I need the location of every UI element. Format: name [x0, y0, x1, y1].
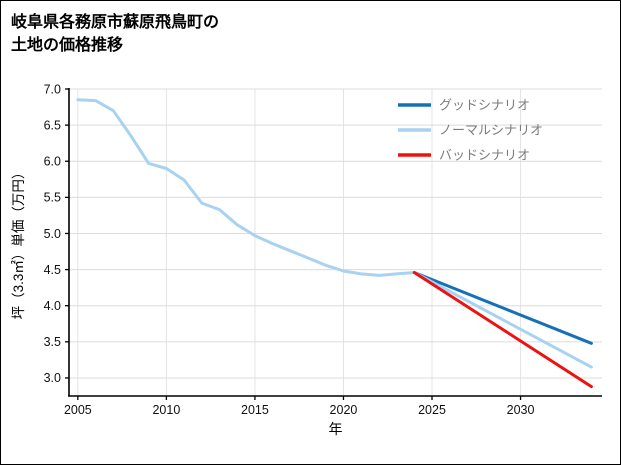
series-line-0 — [76, 98, 416, 277]
y-axis-label: 坪（3.3㎡）単価（万円） — [11, 166, 26, 320]
series-line-1 — [412, 271, 593, 345]
legend-label: グッドシナリオ — [439, 98, 530, 113]
chart-title-line2: 土地の価格推移 — [11, 37, 124, 55]
svg-text:5.0: 5.0 — [44, 227, 61, 241]
chart-title-line1: 岐阜県各務原市蘇原飛鳥町の — [11, 14, 220, 31]
svg-text:6.5: 6.5 — [44, 118, 61, 132]
legend-label: ノーマルシナリオ — [439, 123, 543, 138]
svg-text:2030: 2030 — [507, 403, 535, 417]
y-tick-labels: 3.0 3.5 4.0 4.5 5.0 5.5 6.0 6.5 7.0 — [44, 82, 69, 385]
svg-text:5.5: 5.5 — [44, 191, 61, 205]
svg-text:2025: 2025 — [418, 403, 446, 417]
chart-title: 岐阜県各務原市蘇原飛鳥町の 土地の価格推移 — [11, 11, 219, 57]
legend-item-2: バッドシナリオ — [398, 148, 530, 163]
gridlines — [69, 88, 602, 396]
legend-label: バッドシナリオ — [439, 148, 530, 163]
x-tick-labels: 2005 2010 2015 2020 2025 2030 — [64, 396, 535, 417]
svg-text:4.5: 4.5 — [44, 263, 61, 277]
x-axis-label: 年 — [329, 421, 343, 437]
svg-text:2015: 2015 — [241, 403, 269, 417]
series-line-2 — [412, 271, 593, 369]
svg-text:4.0: 4.0 — [44, 299, 61, 313]
svg-text:2010: 2010 — [152, 403, 180, 417]
svg-text:7.0: 7.0 — [44, 82, 61, 96]
series-line-3 — [412, 271, 593, 389]
legend-item-0: グッドシナリオ — [398, 98, 530, 113]
svg-text:2005: 2005 — [64, 403, 92, 417]
legend-item-1: ノーマルシナリオ — [398, 123, 543, 138]
svg-text:3.5: 3.5 — [44, 335, 61, 349]
svg-text:3.0: 3.0 — [44, 371, 61, 385]
svg-text:6.0: 6.0 — [44, 155, 61, 169]
svg-text:2020: 2020 — [330, 403, 358, 417]
